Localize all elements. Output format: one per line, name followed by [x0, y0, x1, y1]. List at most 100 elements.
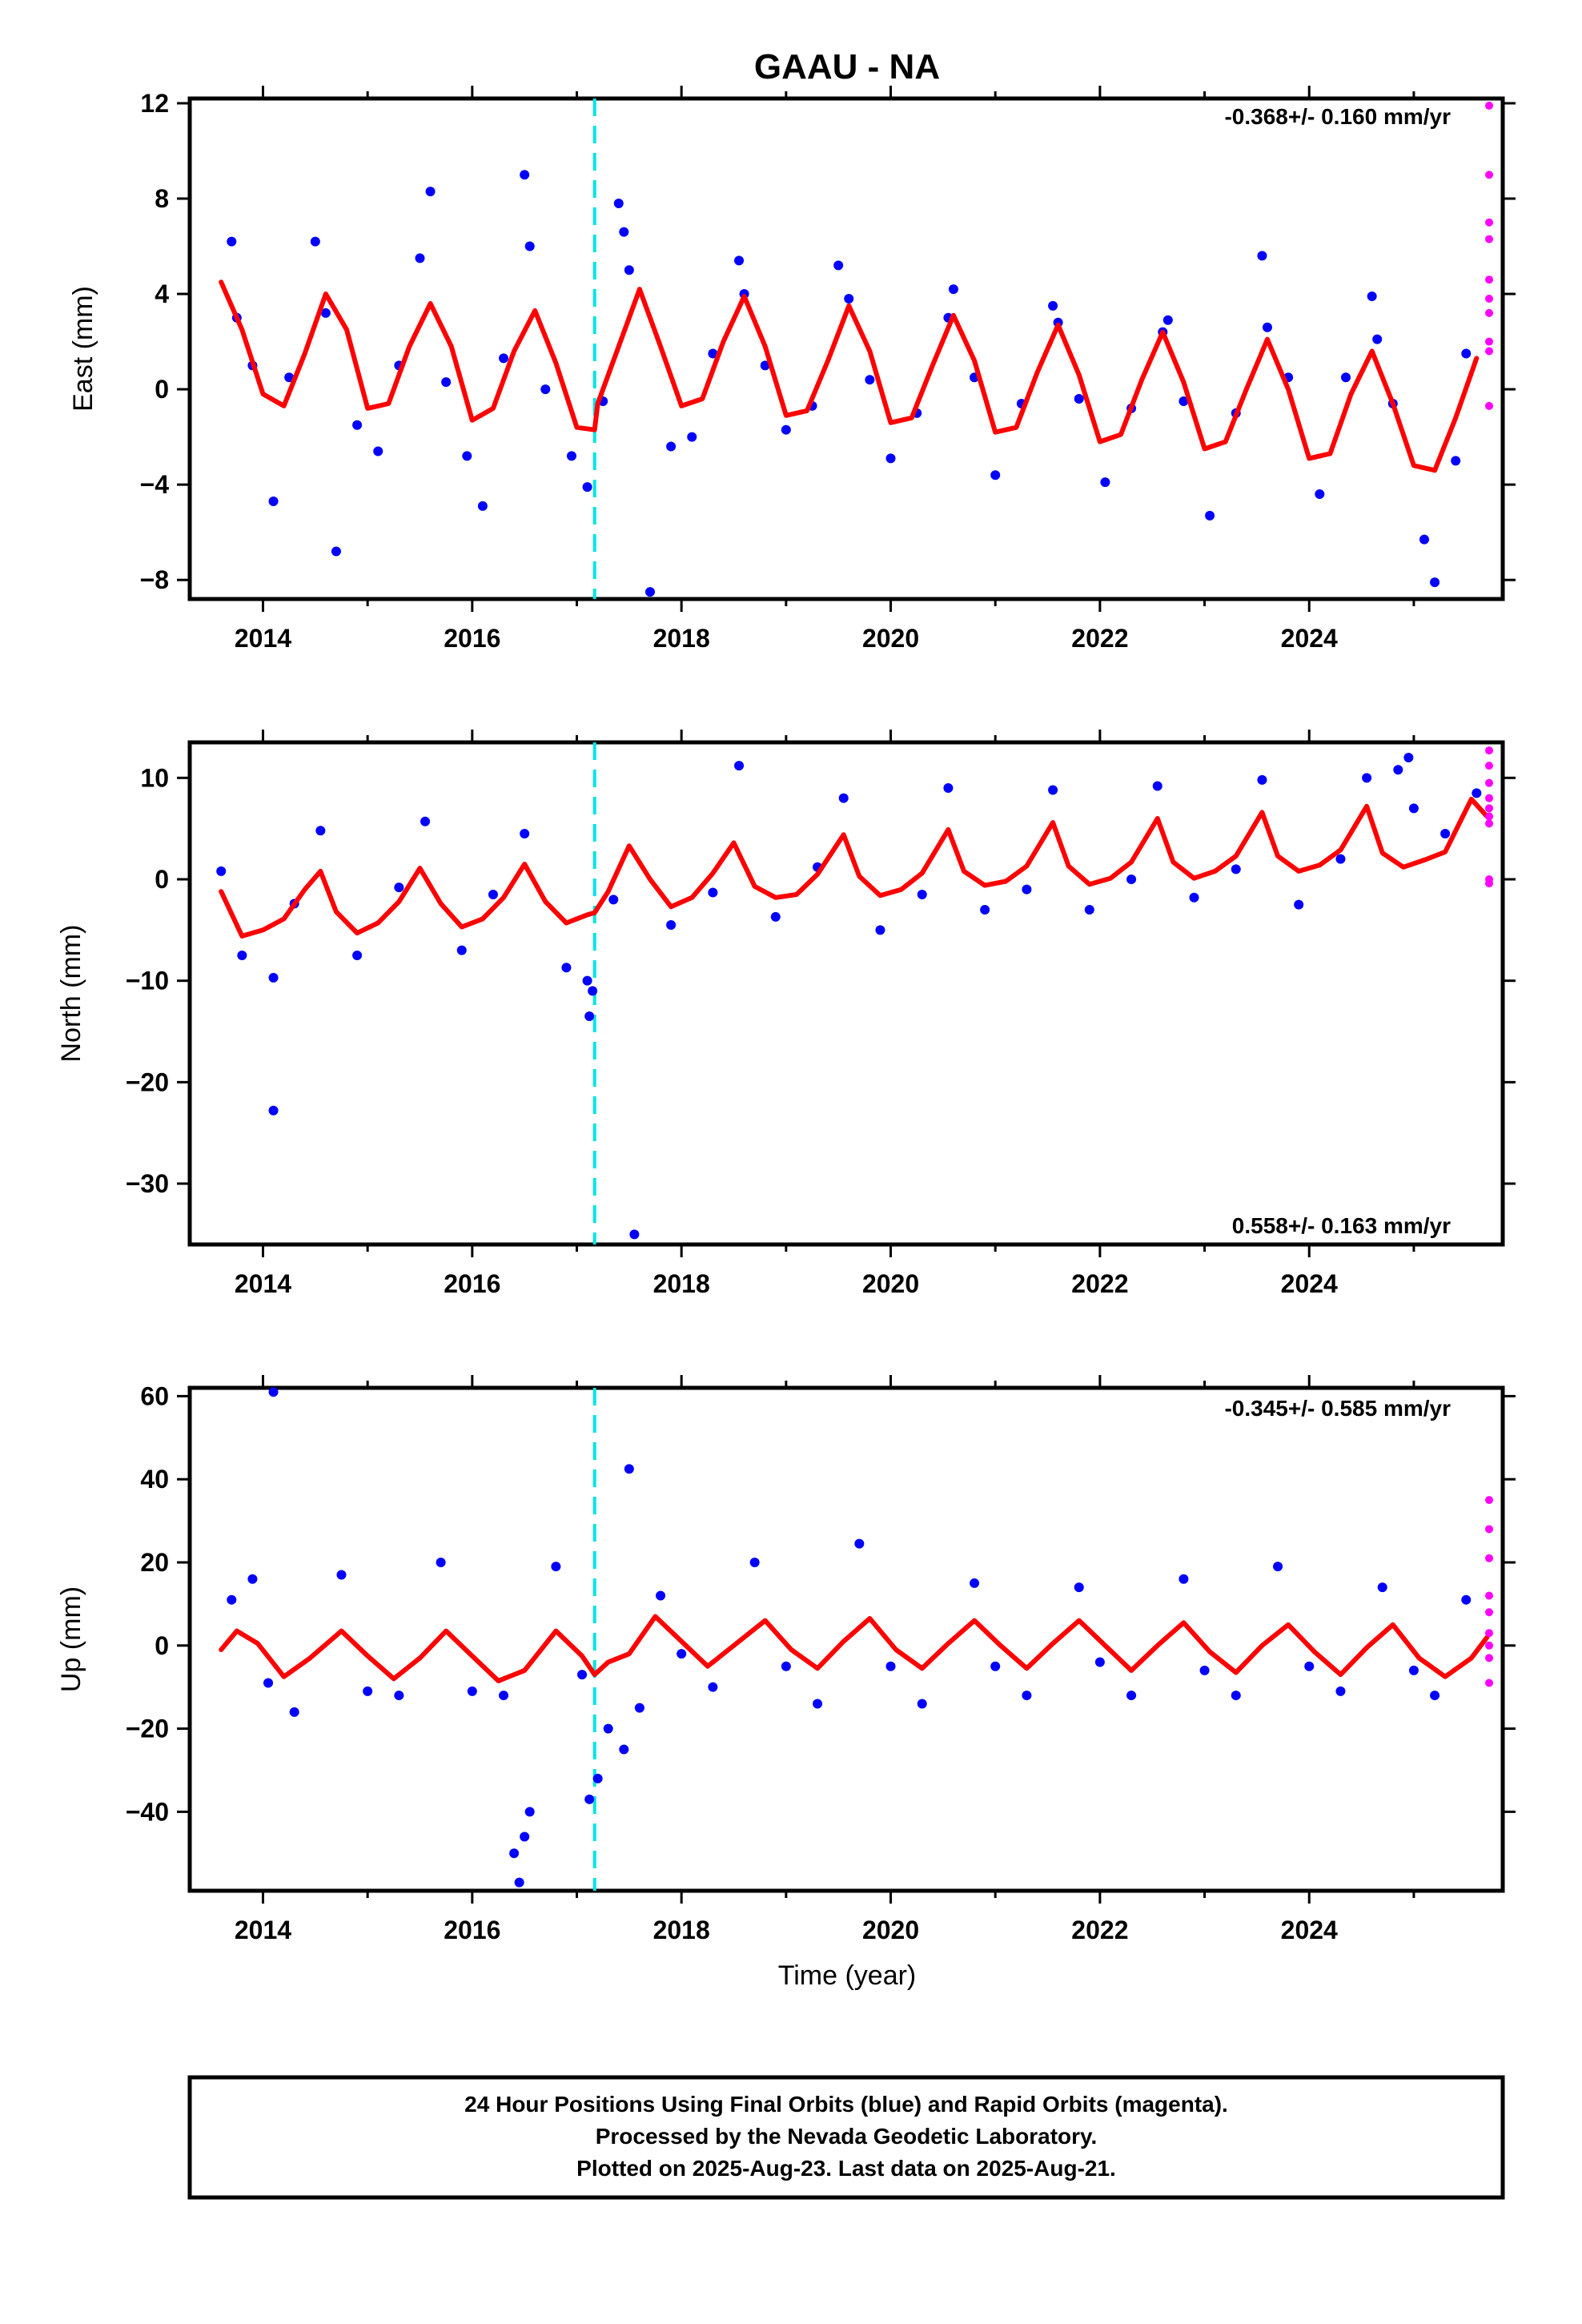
up-rapid-point	[1485, 1654, 1494, 1663]
east-rapid-point	[1485, 401, 1494, 410]
north-final-point	[420, 816, 431, 826]
up-x-tick-label: 2024	[1281, 1916, 1338, 1944]
east-final-point	[477, 501, 488, 511]
north-final-point	[488, 890, 498, 899]
north-y-tick-label: −10	[126, 967, 169, 995]
north-rapid-point	[1485, 879, 1494, 888]
east-final-point	[1451, 456, 1461, 466]
east-rapid-point	[1485, 347, 1494, 356]
east-y-tick-label: 0	[155, 375, 169, 404]
north-final-point	[561, 963, 572, 973]
east-final-point	[624, 265, 634, 275]
north-final-point	[629, 1229, 640, 1240]
up-final-point	[514, 1877, 524, 1888]
up-final-point	[970, 1578, 980, 1588]
north-final-point	[1408, 803, 1419, 814]
up-x-tick-label: 2016	[444, 1916, 500, 1944]
east-x-tick-label: 2018	[653, 624, 710, 653]
up-final-point	[551, 1562, 561, 1572]
up-final-point	[524, 1807, 535, 1817]
up-final-point	[1094, 1657, 1105, 1667]
east-final-point	[833, 260, 844, 271]
east-final-point	[990, 470, 1001, 480]
north-final-point	[1022, 884, 1032, 895]
north-final-point	[1084, 905, 1094, 915]
up-final-point	[1430, 1691, 1440, 1701]
east-y-tick-label: 12	[140, 89, 169, 118]
north-final-point	[1257, 774, 1267, 785]
north-rapid-point	[1485, 778, 1494, 787]
up-rapid-point	[1485, 1525, 1494, 1534]
north-final-point	[1231, 864, 1241, 875]
east-final-point	[268, 496, 279, 506]
north-final-point	[734, 761, 745, 771]
up-final-point	[584, 1794, 595, 1804]
up-y-tick-label: −20	[126, 1715, 169, 1743]
east-final-point	[687, 432, 697, 442]
east-rapid-point	[1485, 101, 1494, 110]
east-final-point	[540, 384, 551, 395]
up-final-point	[813, 1699, 823, 1709]
east-final-point	[1074, 394, 1084, 404]
north-rate-label: 0.558+/- 0.163 mm/yr	[1232, 1213, 1451, 1238]
up-rapid-point	[1485, 1629, 1494, 1638]
up-final-point	[603, 1723, 613, 1734]
east-final-point	[844, 294, 854, 304]
east-model-fit-line	[219, 279, 1480, 473]
north-final-point	[875, 925, 885, 935]
up-final-point	[917, 1699, 927, 1709]
north-final-point	[608, 895, 619, 905]
north-final-point	[584, 1011, 595, 1021]
north-final-point	[268, 1105, 279, 1116]
north-rapid-point	[1485, 794, 1494, 802]
east-rapid-point	[1485, 308, 1494, 317]
east-final-point	[331, 546, 341, 557]
figure-title: GAAU - NA	[754, 47, 940, 86]
north-rapid-point	[1485, 819, 1494, 828]
north-rapid-point	[1485, 746, 1494, 755]
up-rapid-point	[1485, 1608, 1494, 1617]
up-rapid-point	[1485, 1496, 1494, 1505]
east-final-point	[520, 170, 530, 180]
east-final-point	[425, 187, 436, 197]
east-final-point	[1100, 477, 1110, 488]
up-final-point	[263, 1678, 274, 1688]
up-rapid-point	[1485, 1554, 1494, 1562]
east-final-point	[1430, 577, 1440, 588]
east-panel: 2014 2016 2018 2020 2022 2024 −8 −4 0 4 8 12 East (m…	[68, 86, 1516, 653]
east-final-point	[499, 353, 509, 364]
east-final-point	[734, 255, 745, 266]
east-final-point	[582, 482, 592, 493]
footer-line-1: 24 Hour Positions Using Final Orbits (bl…	[464, 2092, 1228, 2117]
east-final-point	[352, 420, 363, 430]
north-y-tick-label: −30	[126, 1169, 169, 1198]
north-final-point	[582, 975, 592, 986]
up-y-tick-label: −40	[126, 1797, 169, 1826]
north-final-point	[520, 829, 530, 838]
up-final-point	[854, 1538, 865, 1549]
east-final-point	[227, 236, 237, 247]
east-final-point	[666, 441, 677, 452]
east-y-tick-label: 4	[155, 279, 169, 308]
north-final-point	[456, 945, 467, 955]
up-final-point	[1178, 1574, 1189, 1584]
up-x-tick-label: 2022	[1071, 1916, 1128, 1944]
north-final-point	[1126, 875, 1137, 884]
north-plot-frame	[187, 740, 1505, 1247]
up-final-point	[1377, 1582, 1387, 1593]
up-final-point	[990, 1661, 1001, 1671]
north-x-tick-label: 2022	[1071, 1269, 1128, 1298]
east-rate-label: -0.368+/- 0.160 mm/yr	[1224, 104, 1451, 129]
east-y-axis-label: East (mm)	[68, 286, 98, 412]
up-final-point	[1335, 1686, 1346, 1696]
north-final-point	[1294, 899, 1304, 910]
north-final-point	[1440, 829, 1451, 838]
up-final-point	[247, 1574, 258, 1584]
up-final-point	[1273, 1562, 1283, 1572]
east-rapid-point	[1485, 218, 1494, 227]
east-final-point	[524, 241, 535, 251]
up-final-point	[1199, 1665, 1210, 1675]
north-final-point	[268, 972, 279, 983]
north-final-point	[1362, 773, 1372, 783]
